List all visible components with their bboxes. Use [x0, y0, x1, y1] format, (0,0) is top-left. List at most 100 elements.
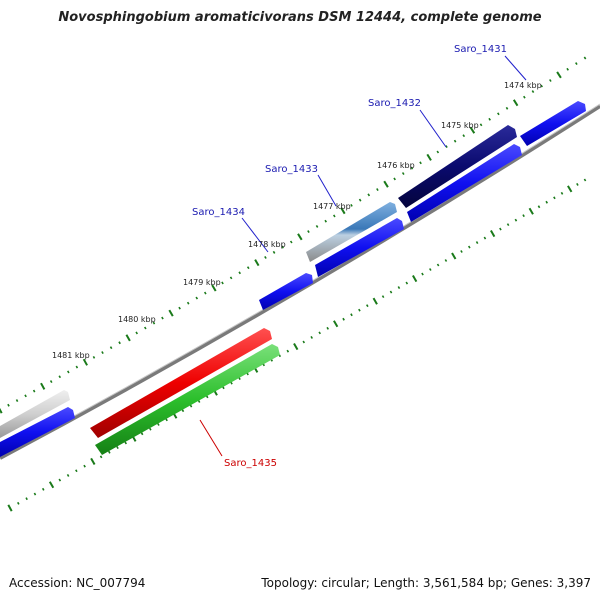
ruler-tick [575, 62, 578, 66]
ruler-tick [7, 403, 10, 407]
ruler-tick [453, 139, 457, 143]
ruler-tick [514, 218, 518, 222]
ruler-tick [383, 180, 389, 188]
tick-label-1480: 1480 kbp [118, 315, 156, 324]
ruler-tick [512, 99, 519, 107]
gene-saro-1433[interactable] [306, 202, 397, 262]
ruler-tick [462, 134, 466, 138]
ruler-tick [393, 177, 396, 181]
ruler-tick [488, 117, 491, 121]
gene-saro-1432[interactable] [398, 125, 517, 208]
ruler-tick [302, 340, 306, 344]
gene-left-blue[interactable] [0, 407, 75, 457]
ruler-tick [165, 418, 168, 422]
ruler-tick [506, 223, 510, 227]
ruler-tick [560, 191, 564, 195]
ruler-tick [186, 301, 190, 305]
ruler-tick [421, 272, 424, 276]
ruler-tick [195, 296, 199, 300]
ruler-tick [58, 478, 62, 482]
gene-saro-1435[interactable] [90, 328, 272, 438]
ruler-tick [286, 349, 290, 353]
leader-saro-1434 [241, 217, 269, 253]
ruler-tick [41, 487, 45, 491]
gene-saro-1432-shadow [407, 144, 522, 222]
ruler-tick [429, 268, 432, 271]
ruler-tick [556, 71, 562, 79]
label-saro-1433[interactable]: Saro_1433 [265, 164, 318, 175]
ruler-tick [289, 240, 293, 244]
ruler-tick [149, 427, 152, 431]
label-saro-1432[interactable]: Saro_1432 [368, 98, 421, 109]
ruler-tick [333, 214, 336, 218]
ruler-tick [583, 56, 587, 60]
ruler-tick [326, 326, 329, 330]
label-saro-1431[interactable]: Saro_1431 [454, 44, 507, 55]
ruler-tick [272, 250, 276, 254]
ruler-tick [523, 95, 526, 99]
ruler-tick [460, 250, 463, 253]
ruler-tick [499, 227, 502, 231]
ruler-tick [497, 112, 500, 116]
leader-saro-1433 [317, 174, 337, 207]
tick-label-1475: 1475 kbp [441, 121, 479, 130]
ruler-tick [522, 214, 525, 218]
gene-left-grey[interactable] [0, 390, 70, 438]
ruler-tick [397, 286, 401, 289]
ruler-tick [310, 336, 313, 339]
ruler-tick [381, 295, 385, 299]
leader-saro-1435 [199, 419, 223, 457]
gene-saro-1435-rna[interactable] [95, 344, 280, 455]
ruler-tick [168, 309, 174, 317]
ruler-tick [479, 123, 483, 127]
ruler-tick [469, 126, 476, 134]
ruler-tick [324, 219, 327, 223]
ruler-tick [537, 205, 541, 209]
ruler-tick [211, 284, 217, 292]
ruler-tick [297, 233, 303, 241]
genome-title: Novosphingobium aromaticivorans DSM 1244… [58, 10, 542, 25]
ruler-tick [307, 230, 310, 234]
ruler-tick [445, 145, 448, 149]
label-saro-1434[interactable]: Saro_1434 [192, 207, 245, 218]
ruler-tick [7, 504, 13, 512]
gene-saro-1434[interactable] [259, 273, 313, 310]
ruler-tick [553, 196, 556, 200]
ruler-tick [92, 356, 96, 359]
ruler-tick [181, 409, 185, 413]
ruler-tick [567, 185, 573, 193]
ruler-tick [419, 161, 422, 165]
ruler-tick [315, 224, 319, 228]
ruler-tick [67, 370, 70, 374]
ruler-tick [49, 380, 53, 383]
ruler-tick [205, 395, 209, 399]
ruler-tick [426, 153, 432, 161]
ruler-tick [350, 203, 353, 207]
ruler-tick [222, 386, 225, 390]
ruler-tick [238, 271, 241, 275]
ruler-tick [410, 166, 414, 170]
gene-saro-1431[interactable] [520, 101, 586, 146]
genome-stats-text: Topology: circular; Length: 3,561,584 bp… [261, 576, 591, 590]
tick-label-1479: 1479 kbp [183, 278, 221, 287]
ruler-tick [246, 266, 250, 270]
ruler-tick [25, 497, 28, 501]
ruler-tick [90, 457, 96, 465]
ruler-tick [412, 275, 418, 283]
ruler-tick [83, 464, 86, 468]
ruler-labels: 1474 kbp 1475 kbp 1476 kbp 1477 kbp 1478… [52, 81, 542, 360]
label-saro-1435[interactable]: Saro_1435 [224, 458, 277, 469]
ruler-tick [549, 79, 552, 82]
ruler-tick [221, 281, 224, 285]
ruler-tick [229, 276, 233, 280]
tick-label-1477: 1477 kbp [313, 202, 351, 211]
ruler-tick [17, 501, 20, 505]
ruler-tick [451, 252, 457, 260]
ruler-tick [32, 389, 36, 393]
leader-saro-1432 [419, 109, 447, 148]
ruler-tick [436, 150, 440, 154]
ruler-tick [75, 469, 78, 473]
ruler-tick [389, 290, 393, 294]
ruler-tick [444, 259, 448, 262]
ruler-tick [144, 326, 147, 330]
